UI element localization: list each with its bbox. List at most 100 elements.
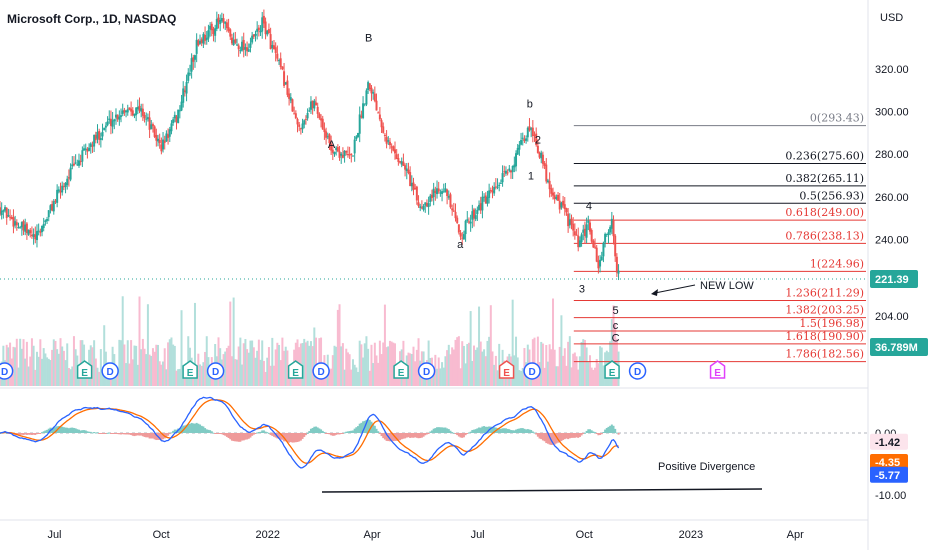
macd-histogram-bar — [155, 433, 158, 441]
candle-body — [76, 164, 79, 166]
event-markers[interactable]: EDEDEDEDEDEDEDE — [0, 360, 726, 380]
volume-bar — [49, 360, 52, 386]
macd-histogram-bar — [135, 433, 138, 436]
macd-histogram-bar — [397, 433, 400, 441]
macd-histogram-bar — [412, 433, 415, 438]
volume-bar — [272, 365, 275, 386]
candle-body — [150, 124, 153, 130]
candle-body — [7, 215, 10, 217]
macd-histogram-bar — [165, 433, 168, 437]
candle-body — [106, 121, 109, 126]
candle-body — [511, 165, 514, 173]
macd-histogram-bar — [183, 425, 186, 433]
macd-histogram-bar — [323, 432, 326, 434]
volume-bar — [380, 354, 383, 386]
candle-body — [550, 188, 553, 194]
volume-bar — [520, 370, 523, 386]
macd-histogram-bar — [202, 426, 205, 433]
macd-histogram-bar — [98, 433, 101, 434]
earnings-letter: E — [503, 368, 510, 379]
candle-body — [299, 128, 302, 130]
candle-body — [57, 189, 60, 192]
volume-bar — [94, 358, 97, 386]
candle-body — [183, 90, 186, 93]
macd-histogram-bar — [538, 433, 541, 439]
candle-body — [390, 146, 393, 148]
macd-histogram-bar — [479, 427, 482, 433]
macd-histogram-bar — [193, 423, 196, 433]
macd-histogram-bar — [385, 433, 388, 441]
volume-bar — [126, 340, 129, 386]
volume-bar — [163, 348, 166, 386]
candle-body — [88, 147, 91, 151]
volume-bar — [473, 345, 476, 386]
macd-histogram-bar — [513, 430, 516, 433]
volume-bar — [304, 342, 307, 386]
volume-bar — [252, 347, 255, 386]
volume-bar — [600, 347, 603, 386]
candle-body — [592, 240, 595, 248]
volume-bar — [486, 340, 489, 386]
macd-histogram-bar — [414, 433, 417, 438]
macd-histogram-bar — [410, 433, 413, 438]
macd-histogram-bar — [372, 423, 375, 433]
candle-body — [484, 195, 487, 204]
macd-histogram-bar — [205, 429, 208, 433]
macd-histogram-bar — [172, 430, 175, 433]
macd-histogram-bar — [467, 432, 470, 434]
volume-bar — [415, 349, 418, 386]
macd-histogram-bar — [138, 433, 141, 436]
candle-body — [521, 137, 524, 139]
macd-histogram-bar — [86, 431, 89, 433]
price-tick: 320.00 — [875, 64, 909, 76]
macd-histogram-bar — [425, 433, 428, 435]
fib-level-label: 0.382(265.11) — [785, 172, 864, 185]
candle-body — [83, 148, 86, 151]
volume-bar — [47, 358, 50, 386]
macd-histogram-bar — [170, 432, 173, 434]
volume-bar — [123, 344, 126, 386]
candle-body — [609, 226, 612, 233]
candle-body — [459, 233, 462, 237]
volume-bar — [170, 337, 173, 386]
candle-body — [375, 100, 378, 111]
candle-body — [15, 222, 18, 226]
volume-bar — [84, 371, 87, 386]
volume-bar — [493, 364, 496, 386]
volume-bar — [131, 359, 134, 386]
volume-bar — [452, 349, 455, 386]
volume-bar — [489, 305, 492, 386]
candle-body — [123, 109, 126, 113]
volume-bar — [358, 340, 361, 386]
candle-body — [276, 53, 279, 59]
candle-body — [146, 117, 149, 119]
macd-histogram-bar — [99, 433, 102, 434]
macd-histogram-bar — [316, 427, 319, 433]
fib-level-label: 1.382(203.25) — [785, 304, 864, 317]
volume-bar — [580, 342, 583, 386]
candle-body — [471, 211, 474, 220]
candle-body — [151, 124, 154, 127]
candle-body — [493, 186, 496, 194]
candle-body — [39, 231, 42, 233]
volume-bar — [35, 351, 38, 386]
candle-body — [368, 83, 371, 90]
volume-bar — [449, 354, 452, 386]
macd-histogram-bar — [476, 428, 479, 433]
candle-body — [205, 37, 208, 41]
macd-histogram-bar — [430, 430, 433, 433]
candle-body — [333, 151, 336, 155]
candle-body — [298, 124, 301, 127]
candle-body — [155, 135, 158, 141]
macd-histogram-bar — [239, 433, 242, 442]
candle-body — [400, 161, 403, 165]
volume-bar — [143, 348, 146, 386]
candle-body — [118, 116, 121, 120]
candle-body — [294, 113, 297, 119]
candle-body — [436, 188, 439, 195]
macd-histogram-bar — [141, 433, 144, 437]
macd-histogram-bar — [111, 433, 114, 434]
volume-bar — [133, 345, 136, 386]
volume-bar — [328, 370, 331, 386]
